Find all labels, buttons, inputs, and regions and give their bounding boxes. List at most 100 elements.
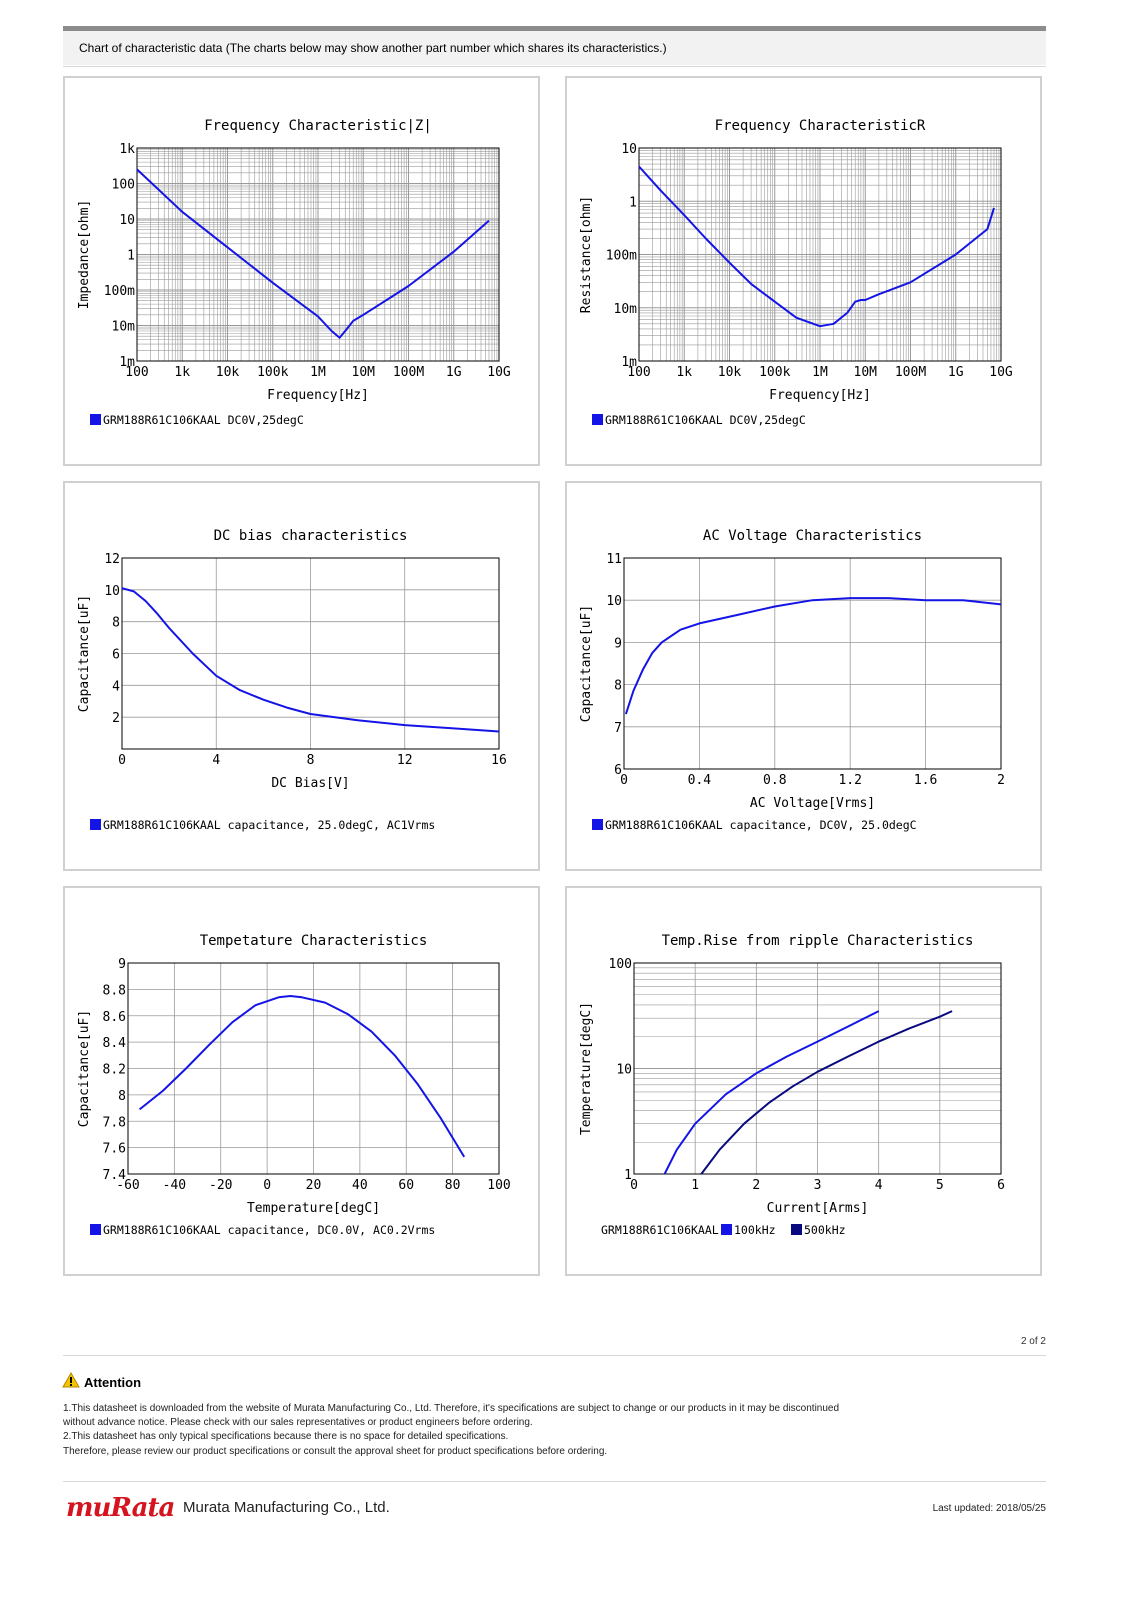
attention-title: Attention — [84, 1375, 142, 1390]
y-tick-label: 9 — [614, 636, 622, 651]
impedance-chart: Frequency Characteristic|Z| 100 1k 10k 100k 1… — [77, 118, 511, 427]
x-tick-label: -20 — [209, 1178, 232, 1193]
x-tick-label: 1M — [310, 365, 326, 380]
plot-frame — [121, 557, 500, 750]
x-tick-label: 2 — [752, 1178, 760, 1193]
x-axis-label: Current[Arms] — [767, 1201, 869, 1216]
x-tick-label: 60 — [398, 1178, 414, 1193]
y-tick-label: 7.4 — [103, 1168, 127, 1183]
x-axis-label: Temperature[degC] — [247, 1201, 380, 1216]
legend-swatch — [90, 1224, 101, 1235]
series-line-500kHz — [700, 1010, 953, 1175]
x-tick-label: 1k — [676, 365, 692, 380]
series-line-series-0 — [624, 597, 1002, 715]
x-tick-label: 10G — [989, 365, 1013, 380]
series-line-series-0 — [638, 165, 995, 328]
murata-logo: muRata — [66, 1493, 175, 1523]
x-tick-label: 6 — [997, 1178, 1005, 1193]
x-tick-label: 10k — [718, 365, 742, 380]
y-tick-label: 6 — [614, 763, 622, 778]
legend-label: GRM188R61C106KAAL DC0V,25degC — [605, 413, 806, 427]
header-divider — [63, 66, 1046, 67]
x-tick-label: 100 — [125, 365, 148, 380]
company-name: Murata Manufacturing Co., Ltd. — [183, 1499, 390, 1516]
warning-icon — [62, 1372, 80, 1388]
chart-grid — [624, 558, 1001, 769]
chart-title: Temp.Rise from ripple Characteristics — [662, 933, 974, 949]
y-tick-label: 10 — [104, 584, 120, 599]
y-tick-label: 9 — [118, 957, 126, 972]
footer-divider-top — [63, 1355, 1046, 1356]
attention-line: 1.This datasheet is downloaded from the … — [63, 1403, 840, 1414]
legend-label: 500kHz — [804, 1223, 846, 1237]
attention-line: 2.This datasheet has only typical specif… — [63, 1431, 509, 1443]
x-tick-label: 1M — [812, 365, 828, 380]
y-tick-label: 1 — [624, 1168, 632, 1183]
chart-panel-dc-bias: DC bias characteristics 0 4 8 12 16 12 10 8 6 4 2 DC… — [63, 481, 540, 871]
y-tick-label: 1k — [119, 142, 135, 157]
x-tick-label: 1.6 — [914, 773, 937, 788]
y-tick-label: 7.8 — [103, 1115, 126, 1130]
x-tick-label: 40 — [352, 1178, 368, 1193]
x-tick-label: 100M — [895, 365, 926, 380]
chart-panel-temperature: Tempetature Characteristics -60 -40 -20 0 20 4… — [63, 886, 540, 1276]
x-tick-label: 5 — [936, 1178, 944, 1193]
x-tick-label: 100M — [393, 365, 424, 380]
y-tick-label: 1 — [629, 195, 637, 210]
x-axis-label: Frequency[Hz] — [769, 388, 871, 403]
x-tick-label: 100k — [257, 365, 288, 380]
x-tick-label: 2 — [997, 773, 1005, 788]
chart-title: AC Voltage Characteristics — [703, 528, 922, 544]
y-tick-label: 8.8 — [103, 983, 126, 998]
x-tick-label: 100k — [759, 365, 790, 380]
x-tick-label: 12 — [397, 753, 413, 768]
chart-grid — [128, 963, 499, 1174]
y-tick-label: 10m — [112, 320, 136, 335]
y-axis-label: Resistance[ohm] — [579, 196, 594, 313]
x-tick-label: 4 — [875, 1178, 883, 1193]
x-tick-label: 1.2 — [838, 773, 861, 788]
x-tick-label: 10M — [854, 365, 878, 380]
x-tick-label: 20 — [306, 1178, 322, 1193]
y-tick-label: 8 — [118, 1089, 126, 1104]
y-tick-label: 11 — [606, 552, 622, 567]
dc-bias-chart: DC bias characteristics 0 4 8 12 16 12 10 8 6 4 2 DC… — [77, 528, 507, 832]
y-tick-label: 100m — [606, 249, 637, 264]
y-tick-label: 8.2 — [103, 1063, 126, 1078]
plot-frame — [127, 962, 500, 1175]
chart-grid — [638, 148, 1001, 362]
resistance-chart: Frequency CharacteristicR 100 1k 10k 100k 1M 1… — [579, 118, 1013, 427]
legend-label: GRM188R61C106KAAL capacitance, DC0.0V, A… — [103, 1223, 435, 1237]
chart-panel-temp-rise: Temp.Rise from ripple Characteristics 0 1 2… — [565, 886, 1042, 1276]
y-tick-label: 1m — [119, 355, 135, 370]
x-axis-label: DC Bias[V] — [271, 776, 349, 791]
y-axis-label: Capacitance[uF] — [77, 1010, 92, 1127]
x-tick-label: 1G — [948, 365, 964, 380]
x-tick-label: 1G — [446, 365, 462, 380]
series-line-series-0 — [138, 995, 466, 1158]
x-tick-label: 0 — [263, 1178, 271, 1193]
y-axis-label: Capacitance[uF] — [579, 605, 594, 722]
series-line-100kHz — [663, 1010, 880, 1175]
y-tick-label: 8.6 — [103, 1010, 126, 1025]
x-tick-label: 10G — [487, 365, 511, 380]
chart-title: Frequency CharacteristicR — [715, 118, 926, 134]
chart-grid — [122, 558, 499, 749]
chart-panel-resistance: Frequency CharacteristicR 100 1k 10k 100k 1M 1… — [565, 76, 1042, 466]
x-tick-label: 10M — [352, 365, 376, 380]
last-updated: Last updated: 2018/05/25 — [932, 1503, 1046, 1514]
x-tick-label: 16 — [491, 753, 507, 768]
temperature-chart: Tempetature Characteristics -60 -40 -20 0 20 4… — [77, 933, 511, 1237]
x-tick-label: 0.4 — [688, 773, 712, 788]
y-tick-label: 12 — [104, 552, 120, 567]
chart-title: DC bias characteristics — [214, 528, 408, 544]
y-tick-label: 10 — [616, 1063, 632, 1078]
plot-frame — [623, 557, 1002, 770]
footer-divider-bottom — [63, 1481, 1046, 1482]
y-tick-label: 10 — [119, 213, 135, 228]
legend-label: 100kHz — [734, 1223, 776, 1237]
x-tick-label: 0.8 — [763, 773, 786, 788]
y-tick-label: 6 — [112, 648, 120, 663]
ac-voltage-chart: AC Voltage Characteristics 0 0.4 0.8 1.2 1.6 2… — [579, 528, 1005, 832]
y-tick-label: 2 — [112, 711, 120, 726]
